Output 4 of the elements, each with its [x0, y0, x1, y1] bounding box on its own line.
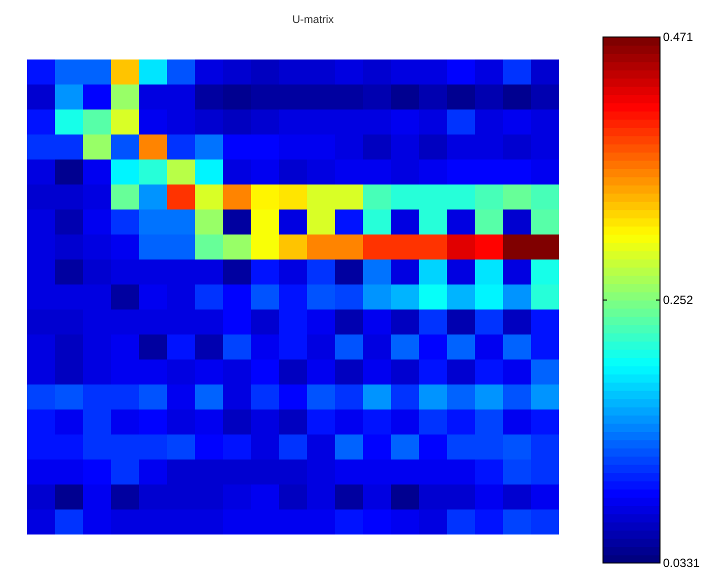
color-bar-label: 0.0331 — [663, 556, 700, 570]
color-bar-label: 0.471 — [663, 30, 694, 44]
chart-title: U-matrix — [292, 14, 334, 26]
color-bar-label: 0.252 — [663, 292, 694, 307]
